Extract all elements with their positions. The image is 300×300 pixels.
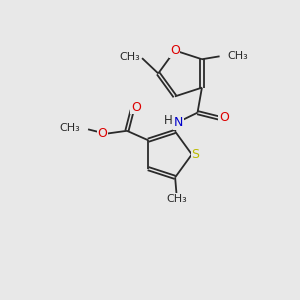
Text: H: H [164,114,173,127]
Text: CH₃: CH₃ [59,123,80,133]
Text: S: S [191,148,199,161]
Text: CH₃: CH₃ [227,51,248,61]
Text: CH₃: CH₃ [119,52,140,62]
Text: O: O [131,101,141,114]
Text: O: O [219,112,229,124]
Text: N: N [174,116,183,130]
Text: O: O [170,44,180,57]
Text: O: O [97,127,107,140]
Text: CH₃: CH₃ [166,194,187,204]
